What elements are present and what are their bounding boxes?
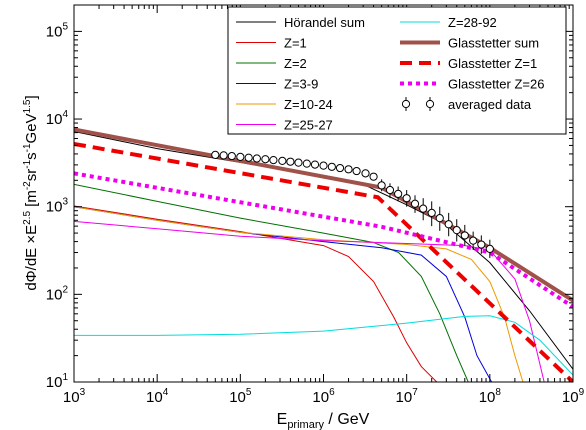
x-tick-label: 109	[562, 387, 585, 406]
series-line-horandel-sum	[74, 131, 573, 370]
legend-swatch-marker	[425, 99, 435, 109]
legend-label: Z=25-27	[284, 118, 333, 133]
legend-label: Z=3-9	[284, 77, 318, 92]
data-point	[261, 155, 270, 164]
data-point	[377, 181, 386, 190]
data-point	[294, 158, 303, 167]
data-point	[310, 160, 320, 169]
data-point	[269, 156, 278, 165]
legend-label: Z=28-92	[448, 15, 497, 30]
series-line-glasstetter-sum	[74, 127, 573, 303]
legend-label: Z=10-24	[284, 97, 333, 112]
x-tick-label: 106	[312, 387, 335, 406]
data-point	[485, 244, 494, 253]
legend-item: Z=3-9	[236, 77, 318, 92]
series-line-z2	[74, 183, 469, 382]
data-point	[335, 163, 345, 173]
y-tick-label: 101	[46, 372, 69, 391]
y-axis: 101 102 103 104 105	[46, 4, 573, 391]
x-axis-label-main: E	[277, 411, 288, 428]
data-point	[244, 153, 253, 162]
series-line-z10-24	[74, 206, 524, 382]
plot-area	[74, 127, 573, 382]
legend-item: Z=28-92	[400, 15, 497, 30]
legend-item: Glasstetter Z=1	[400, 56, 537, 71]
data-point	[469, 236, 478, 245]
legend: Hörandel sum Z=1 Z=2 Z=3-9 Z=10-24 Z=25-27 Z=2…	[227, 6, 567, 135]
legend-item: averaged data	[401, 97, 532, 112]
data-point	[344, 165, 353, 174]
series-line-z28-92	[74, 315, 573, 376]
data-point	[327, 162, 336, 171]
legend-label: averaged data	[448, 97, 532, 112]
data-point	[394, 189, 403, 198]
data-point	[361, 169, 370, 178]
data-point	[219, 151, 228, 160]
y-tick-label: 104	[46, 109, 69, 128]
x-tick-label: 107	[396, 387, 419, 406]
averaged-data-points	[211, 150, 494, 258]
data-point	[236, 152, 245, 161]
legend-label: Z=2	[284, 56, 307, 71]
data-point	[460, 231, 469, 240]
x-tick-label: 108	[479, 387, 502, 406]
data-point	[286, 157, 295, 166]
x-tick-label: 105	[229, 387, 252, 406]
y-tick-label: 105	[46, 21, 69, 40]
data-point	[477, 240, 486, 249]
data-point	[402, 194, 411, 203]
legend-label: Glasstetter Z=26	[448, 77, 544, 92]
x-tick-label: 104	[146, 387, 169, 406]
legend-item: Z=2	[236, 56, 307, 71]
legend-label: Z=1	[284, 36, 307, 51]
data-point	[410, 199, 420, 208]
x-tick-label: 103	[63, 387, 86, 406]
legend-item: Z=10-24	[236, 97, 333, 112]
data-point	[444, 220, 453, 229]
series-line-glasstetter-z1	[74, 141, 573, 382]
data-point	[302, 159, 311, 168]
legend-label: Hörandel sum	[284, 15, 365, 30]
data-point	[252, 154, 261, 163]
x-axis-label-subscript: primary	[287, 419, 324, 430]
data-point	[352, 166, 361, 176]
series-line-z25-27	[74, 220, 545, 382]
data-point	[385, 185, 395, 195]
x-axis-label-unit: / GeV	[324, 411, 370, 428]
legend-swatch-marker	[401, 99, 411, 109]
legend-item: Z=25-27	[236, 118, 333, 133]
y-tick-label: 102	[46, 284, 69, 303]
series-line-z3-9	[74, 206, 493, 382]
legend-item: Hörandel sum	[236, 15, 365, 30]
data-point	[419, 204, 428, 213]
y-tick-label: 103	[46, 197, 69, 216]
series-line-glasstetter-z26	[74, 171, 573, 309]
legend-label: Glasstetter Z=1	[448, 56, 537, 71]
data-point	[278, 156, 287, 165]
legend-box	[227, 6, 567, 135]
legend-item: Z=1	[236, 36, 307, 51]
data-point	[227, 151, 236, 161]
data-point	[452, 226, 461, 235]
data-point	[211, 150, 220, 159]
series-line-z1	[74, 205, 438, 382]
legend-item: Glasstetter sum	[400, 36, 539, 51]
y-axis-label: dΦ/dE ×E2.5 [m-2sr-1s-1GeV1.5]	[22, 95, 40, 290]
x-axis-label: Eprimary / GeV	[277, 411, 370, 430]
data-point	[319, 161, 328, 170]
legend-item: Glasstetter Z=26	[400, 77, 544, 92]
data-point	[427, 208, 436, 217]
data-point	[369, 172, 378, 181]
data-point	[435, 214, 444, 223]
legend-label: Glasstetter sum	[448, 36, 539, 51]
